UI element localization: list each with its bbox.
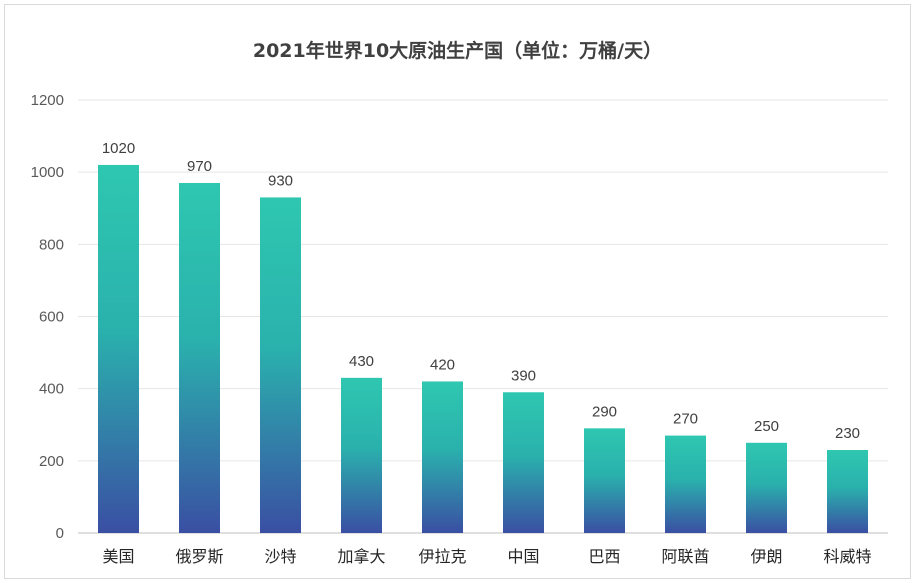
y-tick-label: 800 (39, 236, 64, 253)
bar (503, 392, 544, 533)
x-tick-label: 中国 (507, 547, 539, 566)
x-tick-label: 俄罗斯 (175, 547, 223, 566)
y-tick-label: 200 (39, 453, 64, 470)
bar (179, 182, 220, 533)
y-tick-label: 1000 (31, 164, 64, 181)
data-label: 930 (268, 172, 293, 189)
bar (341, 377, 382, 533)
y-tick-label: 0 (56, 525, 64, 542)
data-label: 270 (673, 411, 698, 428)
data-labels: 1020 970 930 430 420 390 290 270 250 230 (102, 140, 860, 442)
x-tick-label: 沙特 (264, 547, 296, 566)
bar (422, 381, 463, 533)
y-axis: 0 200 400 600 800 1000 1200 (31, 92, 64, 542)
x-tick-label: 伊拉克 (418, 547, 466, 566)
data-label: 420 (430, 356, 455, 373)
x-tick-label: 阿联酋 (661, 547, 709, 566)
bar (665, 435, 706, 533)
data-label: 1020 (102, 140, 135, 157)
x-tick-label: 加拿大 (337, 547, 385, 566)
bar (260, 197, 301, 534)
chart-title: 2021年世界10大原油生产国（单位：万桶/天） (252, 40, 663, 62)
bar (98, 164, 139, 533)
x-tick-label: 伊朗 (750, 547, 782, 566)
x-axis: 美国 俄罗斯 沙特 加拿大 伊拉克 中国 巴西 阿联酋 伊朗 科威特 (102, 547, 871, 566)
data-label: 390 (511, 367, 536, 384)
bar (746, 442, 787, 533)
x-tick-label: 美国 (102, 547, 134, 566)
data-label: 430 (349, 353, 374, 370)
data-label: 250 (754, 418, 779, 435)
data-label: 970 (187, 158, 212, 175)
data-label: 290 (592, 403, 617, 420)
x-tick-label: 科威特 (823, 547, 871, 566)
bar (584, 428, 625, 533)
bars (98, 164, 868, 534)
y-tick-label: 400 (39, 381, 64, 398)
bar (827, 450, 868, 533)
data-label: 230 (835, 425, 860, 442)
x-tick-label: 巴西 (588, 547, 620, 566)
y-tick-label: 1200 (31, 92, 64, 109)
y-tick-label: 600 (39, 309, 64, 326)
